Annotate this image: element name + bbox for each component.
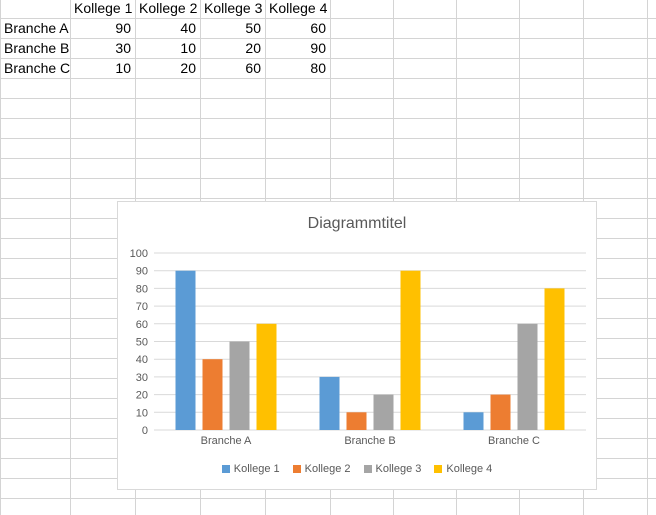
chart[interactable]: Diagrammtitel 0 10 20 30 40 50 60 70 80 90 100 Bran…: [117, 201, 597, 490]
gridline-vertical: [647, 0, 648, 515]
bar-kollege-1-branche-b[interactable]: [319, 376, 340, 430]
table-row-label-branche-b[interactable]: Branche B: [4, 40, 70, 56]
table-header-kollege-4[interactable]: Kollege 4: [269, 0, 328, 16]
y-axis-tick-label: 100: [130, 248, 148, 260]
gridline-horizontal: [0, 138, 656, 139]
legend-item-kollege-1[interactable]: Kollege 1: [221, 463, 280, 475]
legend-marker: [434, 465, 443, 473]
gridline-vertical: [0, 0, 1, 515]
table-cell-b-kollege-3[interactable]: 20: [245, 40, 261, 56]
chart-legend: Kollege 1 Kollege 2 Kollege 3 Kollege 4: [118, 461, 596, 477]
legend-label: Kollege 3: [375, 463, 422, 475]
legend-item-kollege-2[interactable]: Kollege 2: [292, 463, 351, 475]
bar-kollege-1-branche-c[interactable]: [463, 412, 484, 430]
bar-kollege-4-branche-a[interactable]: [256, 323, 277, 430]
bar-kollege-2-branche-b[interactable]: [346, 412, 367, 430]
gridline-horizontal: [0, 178, 656, 179]
table-row-label-branche-c[interactable]: Branche C: [4, 60, 70, 76]
table-cell-c-kollege-1[interactable]: 10: [115, 60, 131, 76]
legend-label: Kollege 1: [233, 463, 280, 475]
bar-kollege-3-branche-c[interactable]: [517, 323, 538, 430]
table-header-kollege-2[interactable]: Kollege 2: [139, 0, 198, 16]
table-cell-c-kollege-3[interactable]: 60: [245, 60, 261, 76]
x-axis-category-label: Branche C: [488, 435, 540, 447]
table-cell-a-kollege-3[interactable]: 50: [245, 20, 261, 36]
gridline-horizontal: [0, 58, 656, 59]
y-axis-tick-label: 90: [136, 266, 148, 278]
y-axis-tick-label: 20: [136, 390, 148, 402]
x-axis-category-label: Branche B: [344, 435, 395, 447]
legend-label: Kollege 4: [446, 463, 493, 475]
table-cell-a-kollege-2[interactable]: 40: [180, 20, 196, 36]
legend-item-kollege-3[interactable]: Kollege 3: [363, 463, 422, 475]
bar-kollege-4-branche-b[interactable]: [400, 270, 421, 430]
gridline-vertical: [70, 0, 71, 515]
gridline-horizontal: [0, 118, 656, 119]
y-axis-tick-label: 0: [142, 425, 148, 437]
gridline-horizontal: [0, 18, 656, 19]
gridline-horizontal: [0, 498, 656, 499]
y-axis-tick-label: 70: [136, 301, 148, 313]
bar-kollege-4-branche-c[interactable]: [544, 288, 565, 430]
chart-title: Diagrammtitel: [307, 215, 407, 232]
data-table: Kollege 1 Kollege 2 Kollege 3 Kollege 4 …: [0, 0, 330, 78]
legend-marker: [292, 465, 301, 473]
bar-kollege-2-branche-c[interactable]: [490, 394, 511, 430]
gridline-horizontal: [0, 98, 656, 99]
y-axis-tick-label: 60: [136, 319, 148, 331]
table-cell-c-kollege-2[interactable]: 20: [180, 60, 196, 76]
legend-marker: [363, 465, 372, 473]
table-header-kollege-1[interactable]: Kollege 1: [74, 0, 133, 16]
table-corner-cell[interactable]: [0, 0, 70, 18]
gridline-horizontal: [0, 198, 656, 199]
table-row-label-branche-a[interactable]: Branche A: [4, 20, 69, 36]
bar-kollege-3-branche-b[interactable]: [373, 394, 394, 430]
legend-item-kollege-4[interactable]: Kollege 4: [434, 463, 492, 475]
table-header-kollege-3[interactable]: Kollege 3: [204, 0, 263, 16]
table-cell-b-kollege-1[interactable]: 30: [115, 40, 131, 56]
gridline-horizontal: [0, 38, 656, 39]
table-cell-a-kollege-4[interactable]: 60: [310, 20, 326, 36]
table-cell-b-kollege-2[interactable]: 10: [180, 40, 196, 56]
y-axis-tick-label: 30: [136, 372, 148, 384]
table-cell-a-kollege-1[interactable]: 90: [115, 20, 131, 36]
y-axis-tick-label: 80: [136, 283, 148, 295]
legend-label: Kollege 2: [304, 463, 351, 475]
y-axis-tick-label: 40: [136, 354, 148, 366]
table-cell-c-kollege-4[interactable]: 80: [310, 60, 326, 76]
bar-kollege-3-branche-a[interactable]: [229, 341, 250, 431]
bar-kollege-1-branche-a[interactable]: [175, 270, 196, 430]
bar-chart-plot: 0 10 20 30 40 50 60 70 80 90 100 Branche A Branche B…: [130, 248, 586, 447]
bar-kollege-2-branche-a[interactable]: [202, 359, 223, 430]
gridline-horizontal: [0, 158, 656, 159]
table-cell-b-kollege-4[interactable]: 90: [310, 40, 326, 56]
legend-marker: [221, 465, 230, 473]
y-axis-tick-label: 50: [136, 337, 148, 349]
gridline-horizontal: [0, 78, 656, 79]
y-axis-tick-label: 10: [136, 407, 148, 419]
x-axis-category-label: Branche A: [201, 435, 252, 447]
